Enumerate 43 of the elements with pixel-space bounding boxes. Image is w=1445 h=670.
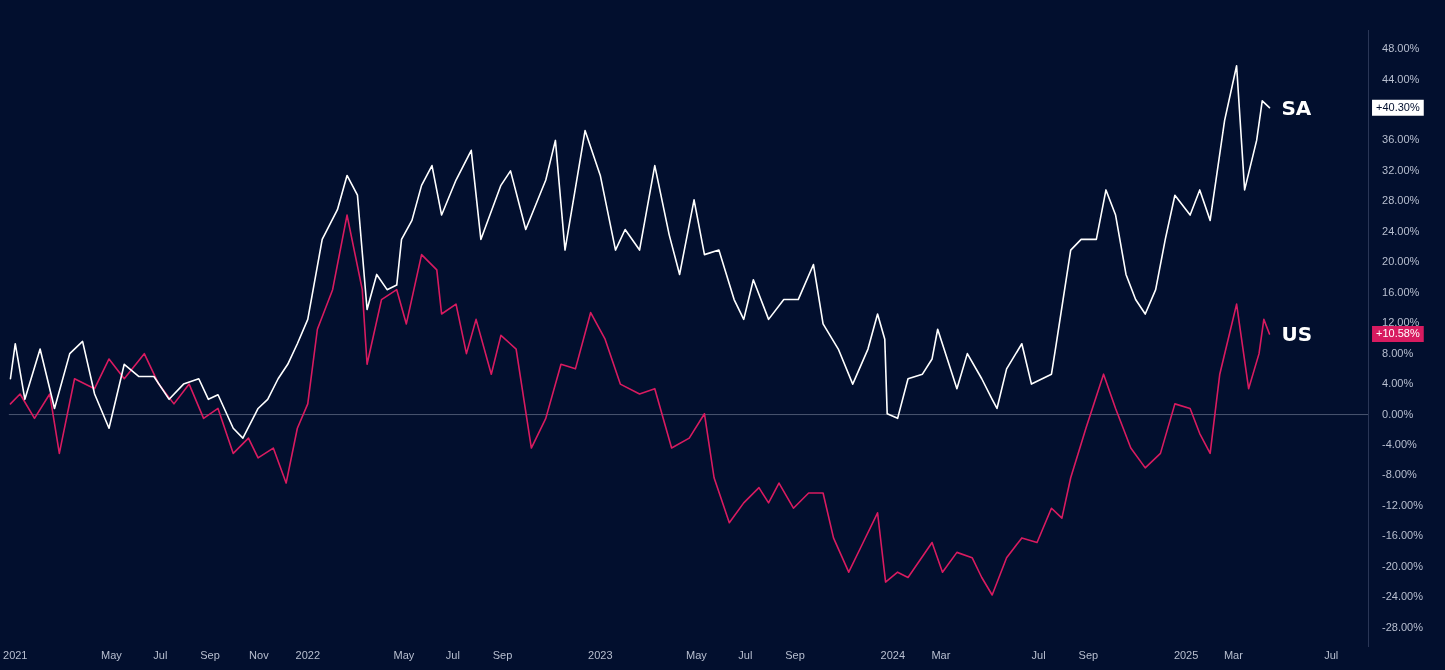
series-label: SA — [1281, 95, 1312, 120]
x-tick-label: Jul — [445, 649, 460, 662]
y-tick-label: 24.00% — [1382, 224, 1420, 237]
x-tick-label: May — [686, 649, 708, 662]
x-tick-label: 2022 — [295, 649, 321, 662]
y-tick-label: 28.00% — [1382, 194, 1420, 207]
text: +10.58% — [1376, 327, 1420, 340]
x-tick-label: Jul — [738, 649, 753, 662]
y-tick-label: -4.00% — [1382, 438, 1418, 451]
x-tick-label: 2025 — [1173, 649, 1199, 662]
x-tick-label: May — [101, 649, 123, 662]
y-tick-label: 32.00% — [1382, 163, 1420, 176]
y-tick-label: -24.00% — [1382, 590, 1424, 603]
y-tick-label: 20.00% — [1382, 255, 1420, 268]
x-tick-label: 2024 — [880, 649, 906, 662]
x-tick-label: Jul — [1031, 649, 1046, 662]
x-tick-label: Nov — [249, 649, 270, 662]
x-tick-label: May — [393, 649, 415, 662]
y-tick-label: 48.00% — [1382, 42, 1420, 55]
x-tick-label: 2023 — [588, 649, 613, 662]
y-tick-label: 4.00% — [1382, 377, 1414, 390]
x-tick-label: 2021 — [3, 649, 28, 662]
x-tick-label: Mar — [931, 649, 951, 662]
y-tick-label: -12.00% — [1382, 498, 1424, 511]
y-tick-label: 36.00% — [1382, 133, 1420, 146]
y-tick-label: -20.00% — [1382, 559, 1424, 572]
y-tick-label: 44.00% — [1382, 72, 1420, 85]
y-tick-label: -16.00% — [1382, 529, 1424, 542]
x-tick-label: Sep — [785, 649, 805, 662]
x-tick-label: Sep — [492, 649, 513, 662]
y-tick-label: -8.00% — [1382, 468, 1418, 481]
x-tick-label: Sep — [200, 649, 220, 662]
y-tick-label: 0.00% — [1382, 407, 1414, 420]
x-tick-label: Jul — [1324, 649, 1339, 662]
x-tick-label: Sep — [1078, 649, 1099, 662]
x-tick-label: Jul — [153, 649, 168, 662]
y-tick-label: 8.00% — [1382, 346, 1414, 359]
y-tick-label: 12.00% — [1382, 316, 1420, 329]
y-tick-label: -28.00% — [1382, 620, 1424, 633]
y-tick-label: 16.00% — [1382, 285, 1420, 298]
series-label: US — [1281, 322, 1313, 347]
x-tick-label: Mar — [1223, 649, 1244, 662]
text: +40.30% — [1376, 100, 1420, 113]
